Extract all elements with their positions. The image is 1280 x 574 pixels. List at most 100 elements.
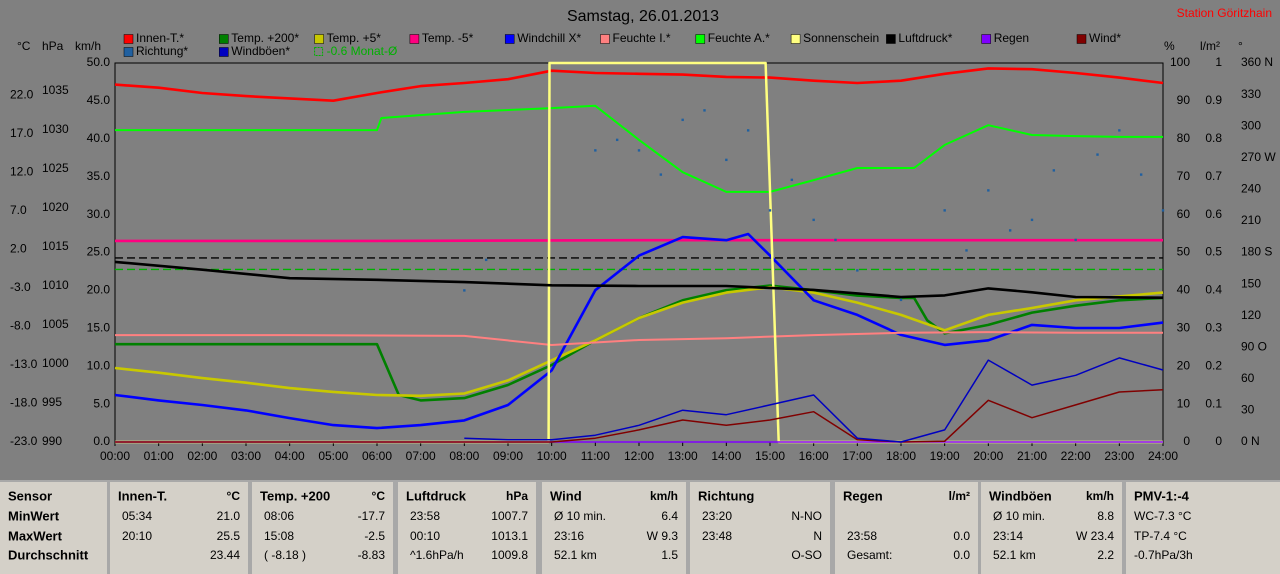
table-cell: -0.7hPa/3h — [1134, 548, 1193, 562]
x-tick-label: 10:00 — [537, 449, 567, 463]
table-cell: 05:34 — [122, 509, 152, 523]
y-tick-label: 1000 — [42, 356, 69, 370]
table-cell: 52.1 km — [554, 548, 597, 562]
y-tick-label: 300 — [1241, 118, 1261, 132]
x-tick-label: 23:00 — [1104, 449, 1134, 463]
y-tick-label: 50 — [1177, 245, 1191, 259]
x-tick-label: 06:00 — [362, 449, 392, 463]
direction-dot — [1118, 129, 1121, 132]
y-axis-label: °C — [17, 39, 31, 53]
x-tick-label: 04:00 — [275, 449, 305, 463]
y-tick-label: 1020 — [42, 200, 69, 214]
panel-title: Luftdruck — [406, 488, 467, 503]
table-cell: Durchschnitt — [8, 547, 89, 562]
y-tick-label: -3.0 — [10, 280, 31, 294]
table-panel — [690, 482, 830, 574]
y-tick-label: -13.0 — [10, 357, 38, 371]
x-tick-label: 01:00 — [144, 449, 174, 463]
table-cell: N — [813, 529, 822, 543]
table-cell: 21.0 — [217, 509, 241, 523]
direction-dot — [1074, 238, 1077, 242]
table-cell: -17.7 — [358, 509, 386, 523]
legend-label: Windchill X* — [517, 31, 581, 45]
table-cell: W 9.3 — [647, 529, 679, 543]
table-panel — [398, 482, 536, 574]
x-tick-label: 24:00 — [1148, 449, 1178, 463]
direction-dot — [790, 178, 794, 182]
y-tick-label: 1010 — [42, 278, 69, 292]
y-tick-label: 50.0 — [87, 55, 111, 69]
legend-swatch — [314, 47, 324, 56]
y-tick-label: 35.0 — [87, 169, 111, 183]
table-cell: 23:16 — [554, 529, 584, 543]
table-panel — [981, 482, 1122, 574]
y-axis-label: ° — [1238, 39, 1243, 53]
y-tick-label: 7.0 — [10, 203, 27, 217]
table-panel — [110, 482, 248, 574]
direction-dot — [615, 138, 619, 142]
y-axis-label: l/m² — [1200, 39, 1220, 53]
panel-title: Temp. +200 — [260, 488, 330, 503]
chart-title: Samstag, 26.01.2013 — [567, 8, 719, 25]
x-tick-label: 16:00 — [799, 449, 829, 463]
y-tick-label: 15.0 — [87, 320, 111, 334]
x-tick-label: 20:00 — [973, 449, 1003, 463]
x-tick-label: 13:00 — [668, 449, 698, 463]
table-cell: 00:10 — [410, 529, 440, 543]
series-line — [114, 232, 1164, 430]
table-cell: 0.0 — [953, 548, 970, 562]
y-tick-label: 45.0 — [87, 93, 111, 107]
series-line — [115, 331, 1163, 346]
table-cell: 6.4 — [661, 509, 678, 523]
y-tick-label: 5.0 — [93, 396, 110, 410]
legend-swatch — [314, 34, 324, 44]
legend-label: Regen — [994, 31, 1029, 45]
table-cell: -8.83 — [358, 548, 386, 562]
direction-dot — [834, 238, 837, 242]
table-cell: MinWert — [8, 508, 60, 523]
series-line — [115, 238, 1163, 243]
panel-unit: km/h — [650, 489, 678, 503]
y-tick-label: -23.0 — [10, 434, 38, 448]
direction-dot — [746, 129, 750, 132]
y-tick-label: 20 — [1177, 358, 1191, 372]
table-cell: 23:58 — [410, 509, 440, 523]
y-tick-label: 1015 — [42, 239, 69, 253]
legend-swatch — [981, 34, 991, 44]
direction-dot — [594, 149, 597, 152]
legend-swatch — [219, 47, 229, 57]
y-tick-label: 10 — [1177, 396, 1191, 410]
legend-label: Wind* — [1089, 31, 1121, 45]
panel-unit: l/m² — [949, 489, 970, 503]
y-tick-label: 210 — [1241, 213, 1261, 227]
y-tick-label: 0.2 — [1205, 358, 1222, 372]
x-tick-label: 12:00 — [624, 449, 654, 463]
panel-title: Wind — [550, 488, 582, 503]
x-tick-label: 17:00 — [842, 449, 872, 463]
legend-label: -0.6 Monat-Ø — [327, 44, 398, 58]
x-tick-label: 22:00 — [1061, 449, 1091, 463]
y-tick-label: 1005 — [42, 317, 69, 331]
series-line — [115, 388, 1164, 443]
table-cell: 1013.1 — [491, 529, 528, 543]
table-cell: 23:20 — [702, 509, 732, 523]
y-tick-label: 1025 — [42, 161, 69, 175]
x-tick-label: 08:00 — [449, 449, 479, 463]
x-tick-label: 15:00 — [755, 449, 785, 463]
y-tick-label: 995 — [42, 395, 62, 409]
direction-dot — [943, 209, 946, 212]
table-panel — [835, 482, 978, 574]
y-tick-label: 330 — [1241, 87, 1261, 101]
table-cell: W 23.4 — [1076, 529, 1114, 543]
y-tick-label: 22.0 — [10, 88, 34, 102]
y-tick-label: 0.7 — [1205, 169, 1222, 183]
y-axis-label: hPa — [42, 39, 64, 53]
y-tick-label: 90 — [1177, 93, 1191, 107]
series-line — [114, 67, 1164, 102]
y-tick-label: 120 — [1241, 308, 1261, 322]
y-tick-label: 30 — [1177, 320, 1191, 334]
y-axis-label: % — [1164, 39, 1175, 53]
table-cell: N-NO — [791, 509, 822, 523]
y-tick-label: 20.0 — [87, 283, 111, 297]
